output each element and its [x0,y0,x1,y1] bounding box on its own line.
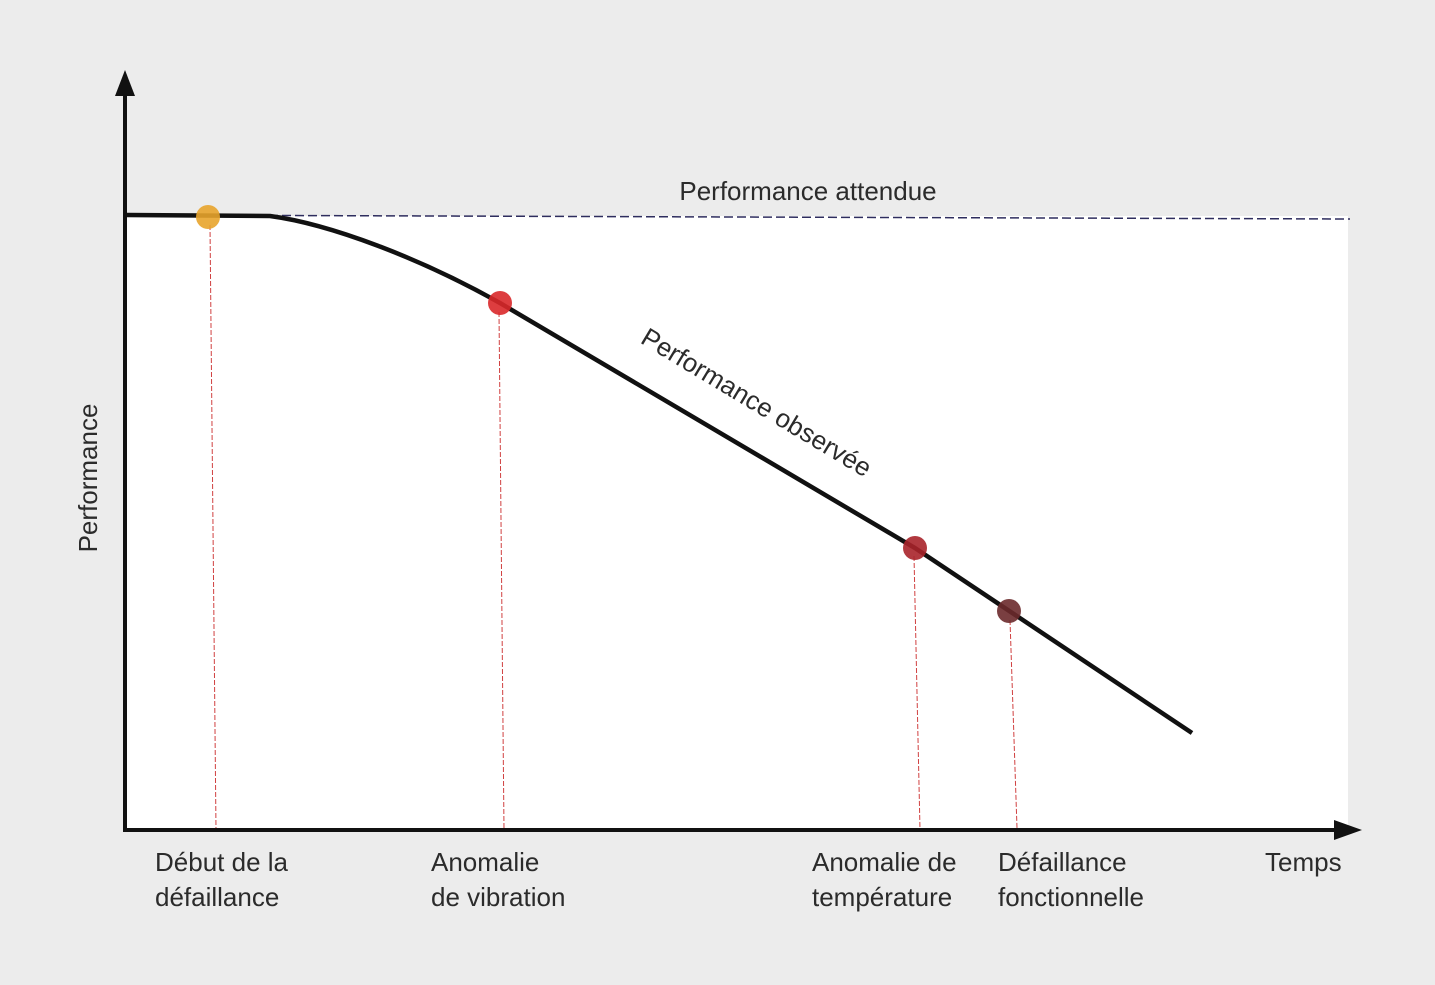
x-axis-label: Temps [1265,847,1342,877]
event-label: fonctionnelle [998,882,1144,912]
event-label: défaillance [155,882,279,912]
drop-line [498,311,505,831]
event-label: Anomalie de [812,847,957,877]
event-label: Anomalie [431,847,539,877]
event-label: Début de la [155,847,289,877]
expected-label: Performance attendue [679,176,936,206]
event-point [903,536,927,560]
event-point [488,291,512,315]
expected-line [125,214,1351,220]
drop-line [209,224,217,831]
event-label: Défaillance [998,847,1127,877]
y-arrow [115,70,135,96]
y-axis-label: Performance [73,404,103,553]
event-label: de vibration [431,882,565,912]
plot-area [126,216,1348,829]
event-label: température [812,882,952,912]
drop-line [913,555,921,831]
event-point [997,599,1021,623]
drop-lines [209,224,1018,831]
x-arrow [1334,820,1362,840]
event-point [196,205,220,229]
